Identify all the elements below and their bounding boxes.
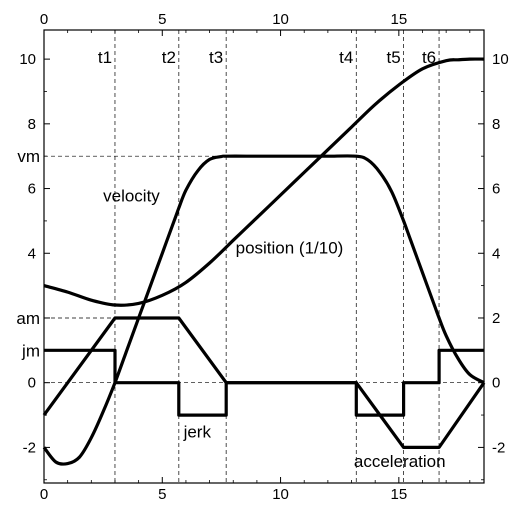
x-tick-label-top: 5: [158, 11, 166, 28]
y-tick-label-right: -2: [492, 439, 505, 456]
x-tick-label-top: 0: [40, 11, 48, 28]
level-marker-label: am: [16, 309, 40, 328]
time-marker-label: t5: [386, 48, 400, 67]
level-marker-label: vm: [17, 147, 40, 166]
level-marker-label: jm: [21, 341, 40, 360]
x-tick-label-top: 10: [272, 11, 289, 28]
x-tick-label-bottom: 0: [40, 486, 48, 503]
y-tick-label-right: 0: [492, 375, 500, 392]
y-tick-label-right: 8: [492, 116, 500, 133]
series-line-velocity: [42, 154, 485, 466]
y-tick-label-left: 10: [19, 51, 36, 68]
series-line-position-1-10: [43, 57, 485, 307]
y-tick-label-left: 6: [28, 181, 36, 198]
y-tick-label-left: -2: [23, 439, 36, 456]
series-annotation: position (1/10): [236, 238, 344, 257]
y-tick-label-right: 10: [492, 51, 509, 68]
x-tick-label-bottom: 15: [390, 486, 407, 503]
y-tick-label-right: 4: [492, 245, 500, 262]
plot-frame: [43, 29, 485, 484]
series-annotation: velocity: [103, 186, 160, 205]
time-marker-label: t3: [209, 48, 223, 67]
time-marker-label: t6: [422, 48, 436, 67]
y-tick-label-right: 6: [492, 181, 500, 198]
time-marker-label: t2: [162, 48, 176, 67]
series-annotation: acceleration: [354, 452, 446, 471]
y-tick-label-left: 4: [28, 245, 36, 262]
y-tick-label-left: 8: [28, 116, 36, 133]
x-tick-label-bottom: 10: [272, 486, 289, 503]
x-tick-label-top: 15: [390, 11, 407, 28]
time-marker-label: t4: [339, 48, 353, 67]
series-annotation: jerk: [183, 423, 212, 442]
y-tick-label-left: 0: [28, 375, 36, 392]
y-tick-label-right: 2: [492, 310, 500, 327]
x-tick-label-bottom: 5: [158, 486, 166, 503]
time-marker-label: t1: [98, 48, 112, 67]
series-line-acceleration: [42, 316, 486, 449]
